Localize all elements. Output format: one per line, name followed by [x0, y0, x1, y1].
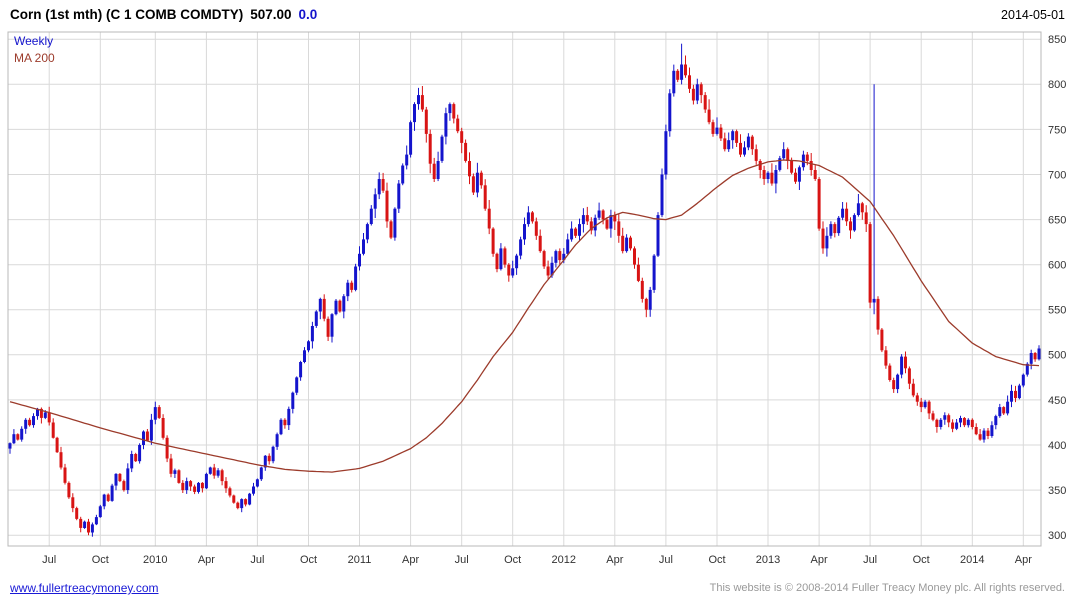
- x-axis-labels: Jul Oct 2010 Apr Jul Oct 2011 Apr Jul Oct 2012 Apr J…: [42, 554, 1032, 566]
- copyright-text: This website is © 2008-2014 Fuller Treac…: [709, 582, 1065, 594]
- svg-text:2011: 2011: [348, 554, 372, 566]
- ma-line-layer: [9, 159, 1040, 473]
- svg-text:650: 650: [1048, 214, 1066, 226]
- svg-text:2010: 2010: [143, 554, 167, 566]
- svg-text:450: 450: [1048, 395, 1066, 407]
- svg-text:Jul: Jul: [42, 554, 56, 566]
- svg-text:Jul: Jul: [250, 554, 264, 566]
- svg-text:Jul: Jul: [659, 554, 673, 566]
- svg-text:Oct: Oct: [504, 554, 521, 566]
- svg-text:Apr: Apr: [198, 554, 215, 566]
- svg-text:2014: 2014: [960, 554, 984, 566]
- svg-text:800: 800: [1048, 79, 1066, 91]
- svg-text:Oct: Oct: [708, 554, 725, 566]
- svg-text:Oct: Oct: [300, 554, 317, 566]
- price-change: 0.0: [298, 7, 318, 22]
- chart-header: Corn (1st mth) (C 1 COMB COMDTY) 507.00 …: [0, 0, 1075, 26]
- svg-text:700: 700: [1048, 169, 1066, 181]
- chart-date: 2014-05-01: [1001, 7, 1065, 22]
- grid-layer: [7, 31, 1042, 547]
- svg-text:Apr: Apr: [606, 554, 623, 566]
- y-axis-labels: 300 350 400 450 500 550 600 650 700 750 800 850: [1048, 34, 1066, 542]
- svg-text:850: 850: [1048, 34, 1066, 46]
- svg-text:Apr: Apr: [811, 554, 828, 566]
- last-price: 507.00: [250, 7, 292, 22]
- price-chart: 300 350 400 450 500 550 600 650 700 750 800 850 Jul…: [7, 31, 1066, 566]
- site-link[interactable]: www.fullertreacymoney.com: [10, 581, 159, 595]
- chart-area: 300 350 400 450 500 550 600 650 700 750 800 850 Jul…: [0, 26, 1075, 576]
- svg-text:Apr: Apr: [1015, 554, 1032, 566]
- candles-layer: [8, 43, 1041, 537]
- svg-text:500: 500: [1048, 350, 1066, 362]
- svg-text:2012: 2012: [552, 554, 576, 566]
- svg-text:2013: 2013: [756, 554, 780, 566]
- svg-text:600: 600: [1048, 260, 1066, 272]
- svg-text:400: 400: [1048, 440, 1066, 452]
- svg-text:350: 350: [1048, 485, 1066, 497]
- svg-text:300: 300: [1048, 530, 1066, 542]
- svg-text:Oct: Oct: [92, 554, 109, 566]
- chart-header-left: Corn (1st mth) (C 1 COMB COMDTY) 507.00 …: [10, 7, 317, 22]
- svg-text:Apr: Apr: [402, 554, 419, 566]
- svg-text:750: 750: [1048, 124, 1066, 136]
- svg-text:550: 550: [1048, 305, 1066, 317]
- chart-title: Corn (1st mth) (C 1 COMB COMDTY): [10, 7, 244, 22]
- footer: www.fullertreacymoney.com This website i…: [0, 576, 1075, 600]
- svg-text:Jul: Jul: [863, 554, 877, 566]
- svg-text:Oct: Oct: [913, 554, 930, 566]
- svg-text:Jul: Jul: [455, 554, 469, 566]
